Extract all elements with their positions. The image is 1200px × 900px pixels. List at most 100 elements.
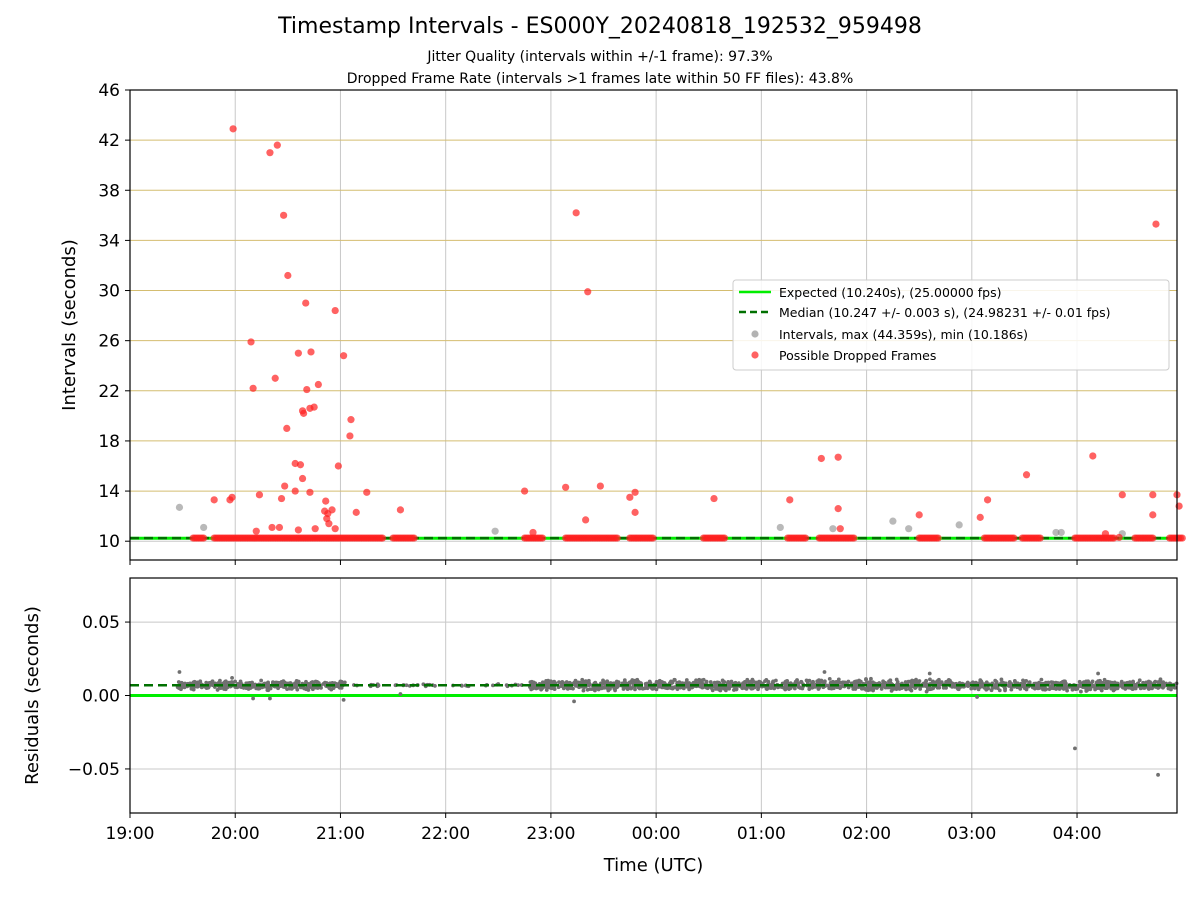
dropped-frame-point <box>1110 534 1118 542</box>
residual-point <box>1017 685 1022 690</box>
residual-point <box>516 683 521 688</box>
residual-point <box>1104 680 1109 684</box>
residual-point <box>1131 679 1135 684</box>
x-tick-label: 20:00 <box>211 824 260 844</box>
residual-point <box>237 684 242 689</box>
residual-point <box>1040 686 1045 691</box>
residual-point <box>553 681 558 685</box>
residual-point <box>337 685 342 690</box>
residual-point <box>867 687 872 692</box>
residual-point <box>664 685 669 690</box>
residual-point <box>824 683 829 688</box>
residual-point <box>534 686 539 691</box>
x-tick-label: 03:00 <box>947 824 996 844</box>
residual-point <box>581 688 586 693</box>
residual-point <box>822 680 827 685</box>
residual-point <box>811 682 815 687</box>
dropped-frame-point <box>311 525 319 533</box>
y-tick-label: −0.05 <box>68 760 120 780</box>
residual-point <box>276 681 281 685</box>
dropped-frame-point <box>1115 533 1123 542</box>
residual-point <box>644 683 649 688</box>
residual-point <box>698 682 703 687</box>
residual-point <box>752 685 757 690</box>
dropped-frame-point <box>1178 534 1186 542</box>
residual-point <box>1147 681 1152 686</box>
residual-point <box>718 688 723 693</box>
residual-point <box>684 678 689 682</box>
dropped-frame-point <box>294 349 302 357</box>
residual-point <box>944 679 949 684</box>
residual-point <box>889 688 894 693</box>
interval-point <box>905 525 913 533</box>
residual-point <box>1086 679 1090 684</box>
residual-point <box>857 678 861 683</box>
residual-point <box>714 684 719 689</box>
residual-point <box>906 679 911 684</box>
residual-point <box>182 685 187 690</box>
dropped-frame-point <box>983 496 992 504</box>
residual-point <box>1022 679 1027 684</box>
dropped-frame-point <box>280 211 288 219</box>
residual-point <box>770 680 775 685</box>
intervals-plot-frame <box>129 89 1178 561</box>
y-tick-label: 34 <box>98 231 120 251</box>
dropped-frame-point <box>277 494 286 503</box>
residual-point <box>675 680 680 685</box>
y-tick-label: 22 <box>98 382 120 402</box>
interval-point <box>1057 528 1065 537</box>
residual-point <box>979 682 984 686</box>
residual-point <box>1084 689 1089 693</box>
dropped-frame-point <box>346 432 354 440</box>
residual-point <box>650 686 655 691</box>
residual-point <box>552 687 557 692</box>
dropped-frame-point <box>294 526 302 534</box>
y-tick-label: 0.05 <box>82 613 120 633</box>
residual-point <box>938 681 943 686</box>
residual-point <box>852 681 857 686</box>
residual-point <box>912 679 917 683</box>
residual-point <box>559 682 564 687</box>
residual-point <box>1119 679 1124 684</box>
residual-point <box>215 688 220 692</box>
residual-point <box>504 683 509 688</box>
dropped-frame-point <box>328 506 336 514</box>
residual-point <box>259 678 264 683</box>
dropped-frame-point <box>572 209 580 217</box>
residual-point <box>302 686 307 691</box>
residual-point <box>230 675 234 680</box>
residual-point <box>819 679 824 684</box>
residual-point <box>1062 686 1067 690</box>
residual-point <box>929 687 934 691</box>
dropped-frame-point <box>631 508 639 516</box>
residual-point <box>1022 683 1027 688</box>
residual-point <box>265 683 270 688</box>
residual-point <box>993 678 998 683</box>
dropped-frame-point <box>976 513 984 521</box>
residual-point <box>807 678 812 683</box>
residual-point <box>1161 680 1166 685</box>
residual-point <box>836 677 841 682</box>
dropped-frame-point <box>255 491 264 499</box>
dropped-frame-point <box>226 496 234 504</box>
x-tick-label: 01:00 <box>737 824 786 844</box>
dropped-frame-point <box>252 527 260 535</box>
dropped-frame-point <box>626 493 634 501</box>
residual-point <box>704 679 709 684</box>
residual-point <box>881 679 886 684</box>
residual-point <box>705 686 710 691</box>
x-tick-label: 21:00 <box>316 824 365 844</box>
legend: Expected (10.240s), (25.00000 fps) Median… <box>732 279 1170 371</box>
legend-interval-swatch <box>751 330 759 338</box>
residual-point <box>227 680 231 685</box>
residual-point <box>754 682 759 687</box>
residual-point <box>1156 772 1160 777</box>
legend-box <box>732 279 1170 371</box>
legend-entry: Expected (10.240s), (25.00000 fps) <box>779 285 1001 300</box>
residual-point <box>975 695 979 699</box>
residual-point <box>1088 686 1093 691</box>
residual-point <box>871 686 876 691</box>
dropped-frame-point <box>363 488 371 496</box>
interval-point <box>889 517 897 525</box>
residual-point <box>572 699 576 704</box>
